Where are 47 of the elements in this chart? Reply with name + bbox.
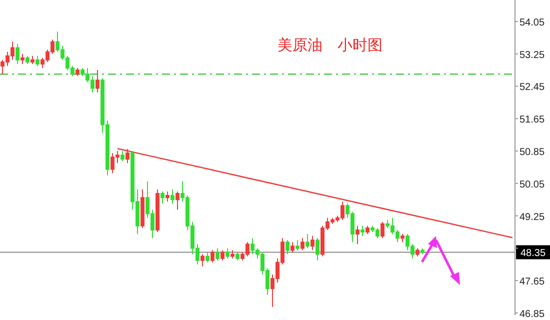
candlestick [366,225,370,235]
candlestick [16,43,20,64]
candlestick [140,188,144,228]
candlestick [380,221,384,239]
candlestick [170,188,174,204]
candlestick [206,252,210,263]
candlestick [296,240,300,251]
y-tick-label: 47.65 [519,276,545,288]
y-tick-label: 46.85 [519,308,545,320]
y-tick-label: 49.25 [519,212,545,223]
candlestick [156,188,160,232]
candlestick [76,68,80,77]
ref-line-label: 48.35 [520,248,546,260]
y-tick-label: 51.65 [519,114,545,126]
y-tick-label: 54.05 [519,17,545,28]
candlestick [176,191,180,210]
candlestick [400,234,404,243]
candlestick [286,240,290,255]
candlestick [120,150,124,162]
candlestick [360,225,364,237]
candlestick [160,191,164,204]
candlestick [26,55,30,64]
y-tick-label: 53.25 [519,50,545,61]
candlestick [20,53,24,64]
candlestick [216,248,220,261]
candlestick [200,254,204,267]
candlestick [416,248,420,257]
candlestick [166,191,170,202]
y-tick-label: 52.45 [519,82,545,94]
candlestick [306,234,310,249]
y-tick-label: 50.85 [519,147,545,158]
candlestick [290,242,294,253]
candlestick [300,238,304,251]
candlestick [220,250,224,261]
candlestick [236,252,240,261]
candlestick [96,70,100,93]
y-tick-label: 50.05 [519,179,545,190]
candlestick [310,236,314,251]
candlestick [30,55,34,64]
candlestick [36,55,40,66]
candlestick [316,238,320,261]
candlestick [356,225,360,245]
candlestick [210,250,214,263]
candlestick [230,250,234,259]
candlestick [420,248,424,255]
candlestick [226,248,230,259]
text: 美原油 小时图 [278,37,382,54]
